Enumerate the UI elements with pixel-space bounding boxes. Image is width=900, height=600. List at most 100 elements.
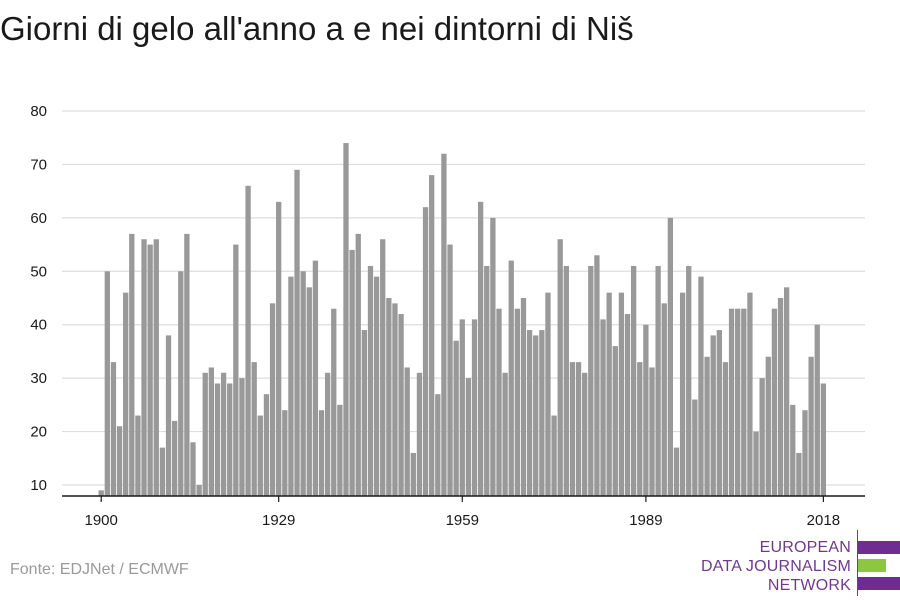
y-tick-label: 30 bbox=[30, 370, 47, 387]
bar-1957 bbox=[447, 244, 453, 496]
bar-1905 bbox=[129, 233, 135, 496]
y-tick-label: 40 bbox=[30, 317, 47, 334]
bar-1983 bbox=[606, 292, 612, 496]
bar-2012 bbox=[783, 287, 790, 496]
logo-bar-bottom bbox=[858, 577, 900, 590]
y-tick-label: 80 bbox=[30, 103, 47, 120]
bar-1995 bbox=[679, 292, 686, 496]
bar-1908 bbox=[147, 244, 153, 496]
bar-1922 bbox=[233, 244, 239, 496]
bar-1909 bbox=[153, 239, 159, 496]
y-tick-label: 10 bbox=[30, 477, 47, 494]
bar-2004 bbox=[735, 308, 741, 496]
x-tick-label: 2018 bbox=[807, 512, 840, 529]
bar-1967 bbox=[508, 260, 514, 496]
bar-1932 bbox=[294, 169, 300, 496]
logo-bar-middle bbox=[858, 559, 886, 572]
x-tick-label: 1959 bbox=[446, 512, 479, 529]
bar-1972 bbox=[539, 330, 545, 496]
bar-1971 bbox=[533, 335, 539, 496]
bar-1906 bbox=[135, 415, 141, 496]
bar-1936 bbox=[318, 410, 325, 496]
bar-1938 bbox=[331, 308, 337, 496]
bar-1977 bbox=[569, 362, 576, 496]
y-tick-label: 70 bbox=[30, 156, 47, 173]
bar-1903 bbox=[116, 426, 123, 496]
bar-1958 bbox=[453, 340, 459, 496]
bar-1928 bbox=[269, 303, 276, 496]
bar-2014 bbox=[796, 452, 802, 496]
logo-line-3: NETWORK bbox=[767, 577, 851, 594]
bar-1952 bbox=[416, 372, 423, 496]
source-note: Fonte: EDJNet / ECMWF bbox=[10, 561, 189, 578]
y-tick-label: 60 bbox=[30, 210, 47, 227]
bar-1992 bbox=[661, 303, 667, 496]
bar-2006 bbox=[747, 292, 753, 496]
logo-line-1: EUROPEAN bbox=[759, 539, 851, 556]
bar-2005 bbox=[741, 308, 747, 496]
bar-1920 bbox=[220, 372, 227, 496]
bar-1941 bbox=[349, 249, 355, 496]
bar-1956 bbox=[441, 153, 447, 496]
bar-1919 bbox=[214, 383, 221, 496]
bar-1923 bbox=[239, 378, 245, 496]
bar-1949 bbox=[398, 314, 404, 496]
bar-1901 bbox=[104, 271, 110, 496]
bar-1946 bbox=[380, 239, 386, 496]
logo-divider bbox=[857, 530, 858, 596]
bar-1984 bbox=[612, 346, 618, 496]
edjnet-logo[interactable]: EUROPEAN DATA JOURNALISM NETWORK bbox=[700, 530, 900, 596]
bars bbox=[98, 143, 827, 497]
bar-1961 bbox=[471, 319, 478, 496]
bar-1954 bbox=[429, 175, 435, 496]
bar-1921 bbox=[227, 383, 233, 496]
bar-1926 bbox=[257, 415, 263, 496]
bar-1916 bbox=[196, 485, 202, 496]
x-tick-label: 1989 bbox=[629, 512, 662, 529]
bar-1986 bbox=[624, 314, 631, 496]
bar-1947 bbox=[386, 298, 392, 496]
bar-1993 bbox=[667, 217, 674, 496]
bar-1904 bbox=[123, 292, 129, 496]
bar-2018 bbox=[820, 383, 827, 496]
logo-line-2: DATA JOURNALISM bbox=[701, 558, 851, 575]
bar-1955 bbox=[435, 394, 441, 496]
bar-1950 bbox=[404, 367, 410, 496]
bar-2003 bbox=[728, 308, 735, 496]
bar-1912 bbox=[171, 420, 178, 496]
bar-1975 bbox=[557, 239, 563, 496]
bar-1970 bbox=[526, 330, 533, 496]
bar-1964 bbox=[490, 217, 496, 496]
bar-1933 bbox=[300, 271, 306, 496]
bar-1987 bbox=[630, 265, 637, 496]
bar-1939 bbox=[337, 404, 343, 496]
bar-2001 bbox=[716, 330, 722, 496]
bar-1925 bbox=[251, 362, 257, 496]
bar-1948 bbox=[392, 303, 398, 496]
bar-2007 bbox=[753, 431, 759, 496]
x-tick-label: 1929 bbox=[262, 512, 295, 529]
bar-2000 bbox=[710, 335, 716, 496]
bar-1962 bbox=[477, 201, 484, 497]
bar-1934 bbox=[306, 287, 312, 496]
bar-1953 bbox=[422, 207, 429, 496]
bar-1915 bbox=[190, 442, 196, 496]
bar-1980 bbox=[588, 265, 594, 496]
bar-1998 bbox=[698, 276, 704, 496]
bar-1979 bbox=[582, 372, 588, 496]
bar-1960 bbox=[465, 378, 472, 496]
bar-1942 bbox=[355, 233, 361, 496]
bar-1999 bbox=[704, 356, 710, 496]
bar-1900 bbox=[98, 490, 104, 496]
bar-1976 bbox=[563, 265, 569, 496]
logo-wordmark: EUROPEAN DATA JOURNALISM NETWORK bbox=[701, 538, 851, 595]
chart-title: Giorni di gelo all'anno a e nei dintorni… bbox=[0, 10, 634, 47]
bar-1931 bbox=[288, 276, 294, 496]
bar-1937 bbox=[324, 372, 331, 496]
bar-2010 bbox=[771, 308, 778, 496]
bar-2016 bbox=[808, 356, 814, 496]
bar-1991 bbox=[655, 265, 661, 496]
bar-1943 bbox=[361, 330, 368, 496]
bar-1944 bbox=[367, 265, 374, 496]
